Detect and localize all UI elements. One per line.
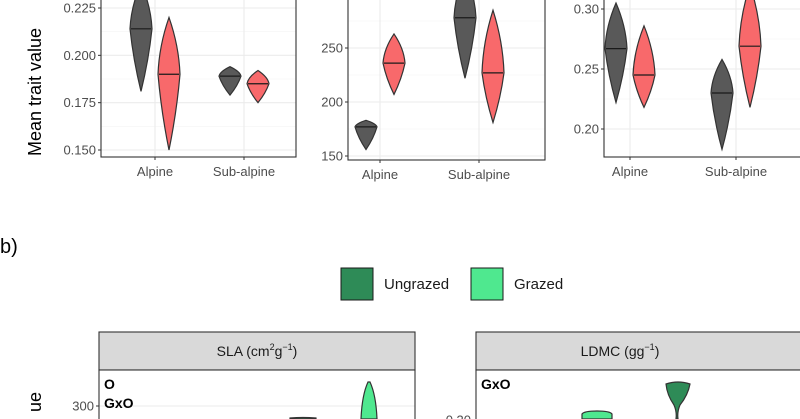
y-tick-label: 200: [321, 95, 343, 110]
violin-dark-sub-alpine: [218, 66, 242, 97]
strip-sla: [98, 331, 416, 371]
axis-ticks: 0.150 0.175 0.200 0.225 Alpine Sub-alpine: [63, 1, 275, 180]
strip-title-sla: SLA (cm2g−1): [217, 342, 298, 359]
panel-b-label: b): [0, 236, 18, 258]
panel-b-right: LDMC (gg−1) 0.30 GxO: [446, 331, 800, 419]
panel-border: [603, 0, 800, 158]
legend: Ungrazed Grazed: [340, 267, 563, 301]
violins: [129, 0, 270, 151]
annotation-gxo: GxO: [104, 395, 134, 411]
legend-swatch-ungrazed: [340, 267, 374, 301]
annotation-o: O: [104, 376, 115, 392]
panel-border: [475, 369, 800, 419]
violins: [581, 381, 691, 419]
violin-red-sub-alpine: [246, 69, 270, 104]
violin-red-sub-alpine: [481, 8, 505, 125]
violins: [604, 0, 762, 152]
panel-background: [348, 0, 545, 160]
violin-red-sub-alpine: [738, 0, 762, 108]
panel-a-middle: 150 200 250 Alpine Sub-alpine: [321, 0, 546, 183]
panel-background: [476, 370, 800, 419]
y-axis-title-b: ue: [25, 392, 45, 412]
violin-dark-alpine: [129, 0, 153, 92]
strip-title-sla-mid: g: [275, 343, 283, 359]
axis-ticks: 300: [72, 399, 99, 414]
x-tick-label: Sub-alpine: [448, 167, 510, 182]
y-tick-label: 0.150: [63, 143, 96, 158]
x-tick-label: Sub-alpine: [213, 164, 275, 179]
y-tick-label: 0.30: [446, 413, 471, 419]
x-tick-label: Alpine: [137, 164, 173, 179]
axis-ticks: 0.30: [446, 413, 471, 419]
violin-dark-sub-alpine: [710, 58, 734, 152]
strip-title-ldmc-sup: −1: [644, 342, 654, 352]
y-tick-label: 150: [321, 149, 343, 164]
strip-title-sla-sup1: 2: [270, 342, 275, 352]
violin-grazed-partial: [581, 410, 613, 419]
y-tick-label: 0.175: [63, 95, 96, 110]
x-tick-label: Sub-alpine: [705, 164, 767, 179]
panel-border: [98, 369, 416, 419]
violin-red-alpine: [157, 15, 181, 151]
strip-title-ldmc: LDMC (gg−1): [581, 342, 660, 359]
gridlines: [348, 0, 545, 160]
strip-title-ldmc-end: ): [655, 343, 660, 359]
legend-label-ungrazed: Ungrazed: [384, 276, 449, 293]
annotation-gxo: GxO: [481, 376, 511, 392]
panel-border: [100, 0, 297, 158]
strip-title-sla-sup2: −1: [282, 342, 292, 352]
violins: [289, 381, 378, 419]
violins: [354, 0, 505, 151]
axis-ticks: 0.20 0.25 0.30 Alpine Sub-alpine: [574, 2, 767, 180]
violin-ungrazed-partial: [665, 381, 691, 419]
y-tick-label: 0.200: [63, 48, 96, 63]
violin-red-alpine: [382, 32, 406, 96]
y-tick-label: 0.20: [574, 122, 599, 137]
y-axis-title-a: Mean trait value: [25, 28, 45, 156]
legend-swatch-grazed: [470, 267, 504, 301]
axis-ticks: 150 200 250 Alpine Sub-alpine: [321, 41, 510, 183]
violin-dark-sub-alpine: [453, 0, 477, 79]
strip-ldmc: [475, 331, 800, 371]
strip-title-sla-end: ): [293, 343, 298, 359]
x-tick-label: Alpine: [362, 167, 398, 182]
y-tick-label: 0.30: [574, 2, 599, 17]
legend-label-grazed: Grazed: [514, 276, 563, 293]
y-tick-label: 0.225: [63, 1, 96, 16]
panel-a-left: 0.150 0.175 0.200 0.225 Alpine Sub-alpine: [63, 0, 297, 180]
strip-title-ldmc-base: LDMC (gg: [581, 343, 645, 359]
violin-dark-alpine: [354, 119, 378, 151]
strip-title-sla-base: SLA (cm: [217, 343, 270, 359]
violin-red-alpine: [632, 24, 656, 109]
panel-b-left: SLA (cm2g−1) 300 O GxO: [72, 331, 416, 419]
violin-dark-alpine: [604, 1, 628, 105]
panel-a-right: 0.20 0.25 0.30 Alpine Sub-alpine: [574, 0, 800, 179]
panel-border: [347, 0, 546, 161]
violin-grazed-partial: [360, 381, 378, 419]
gridlines: [99, 370, 415, 419]
y-tick-label: 0.25: [574, 62, 599, 77]
gridlines: [476, 370, 800, 419]
y-tick-label: 300: [72, 399, 94, 414]
y-tick-label: 250: [321, 41, 343, 56]
x-tick-label: Alpine: [612, 164, 648, 179]
